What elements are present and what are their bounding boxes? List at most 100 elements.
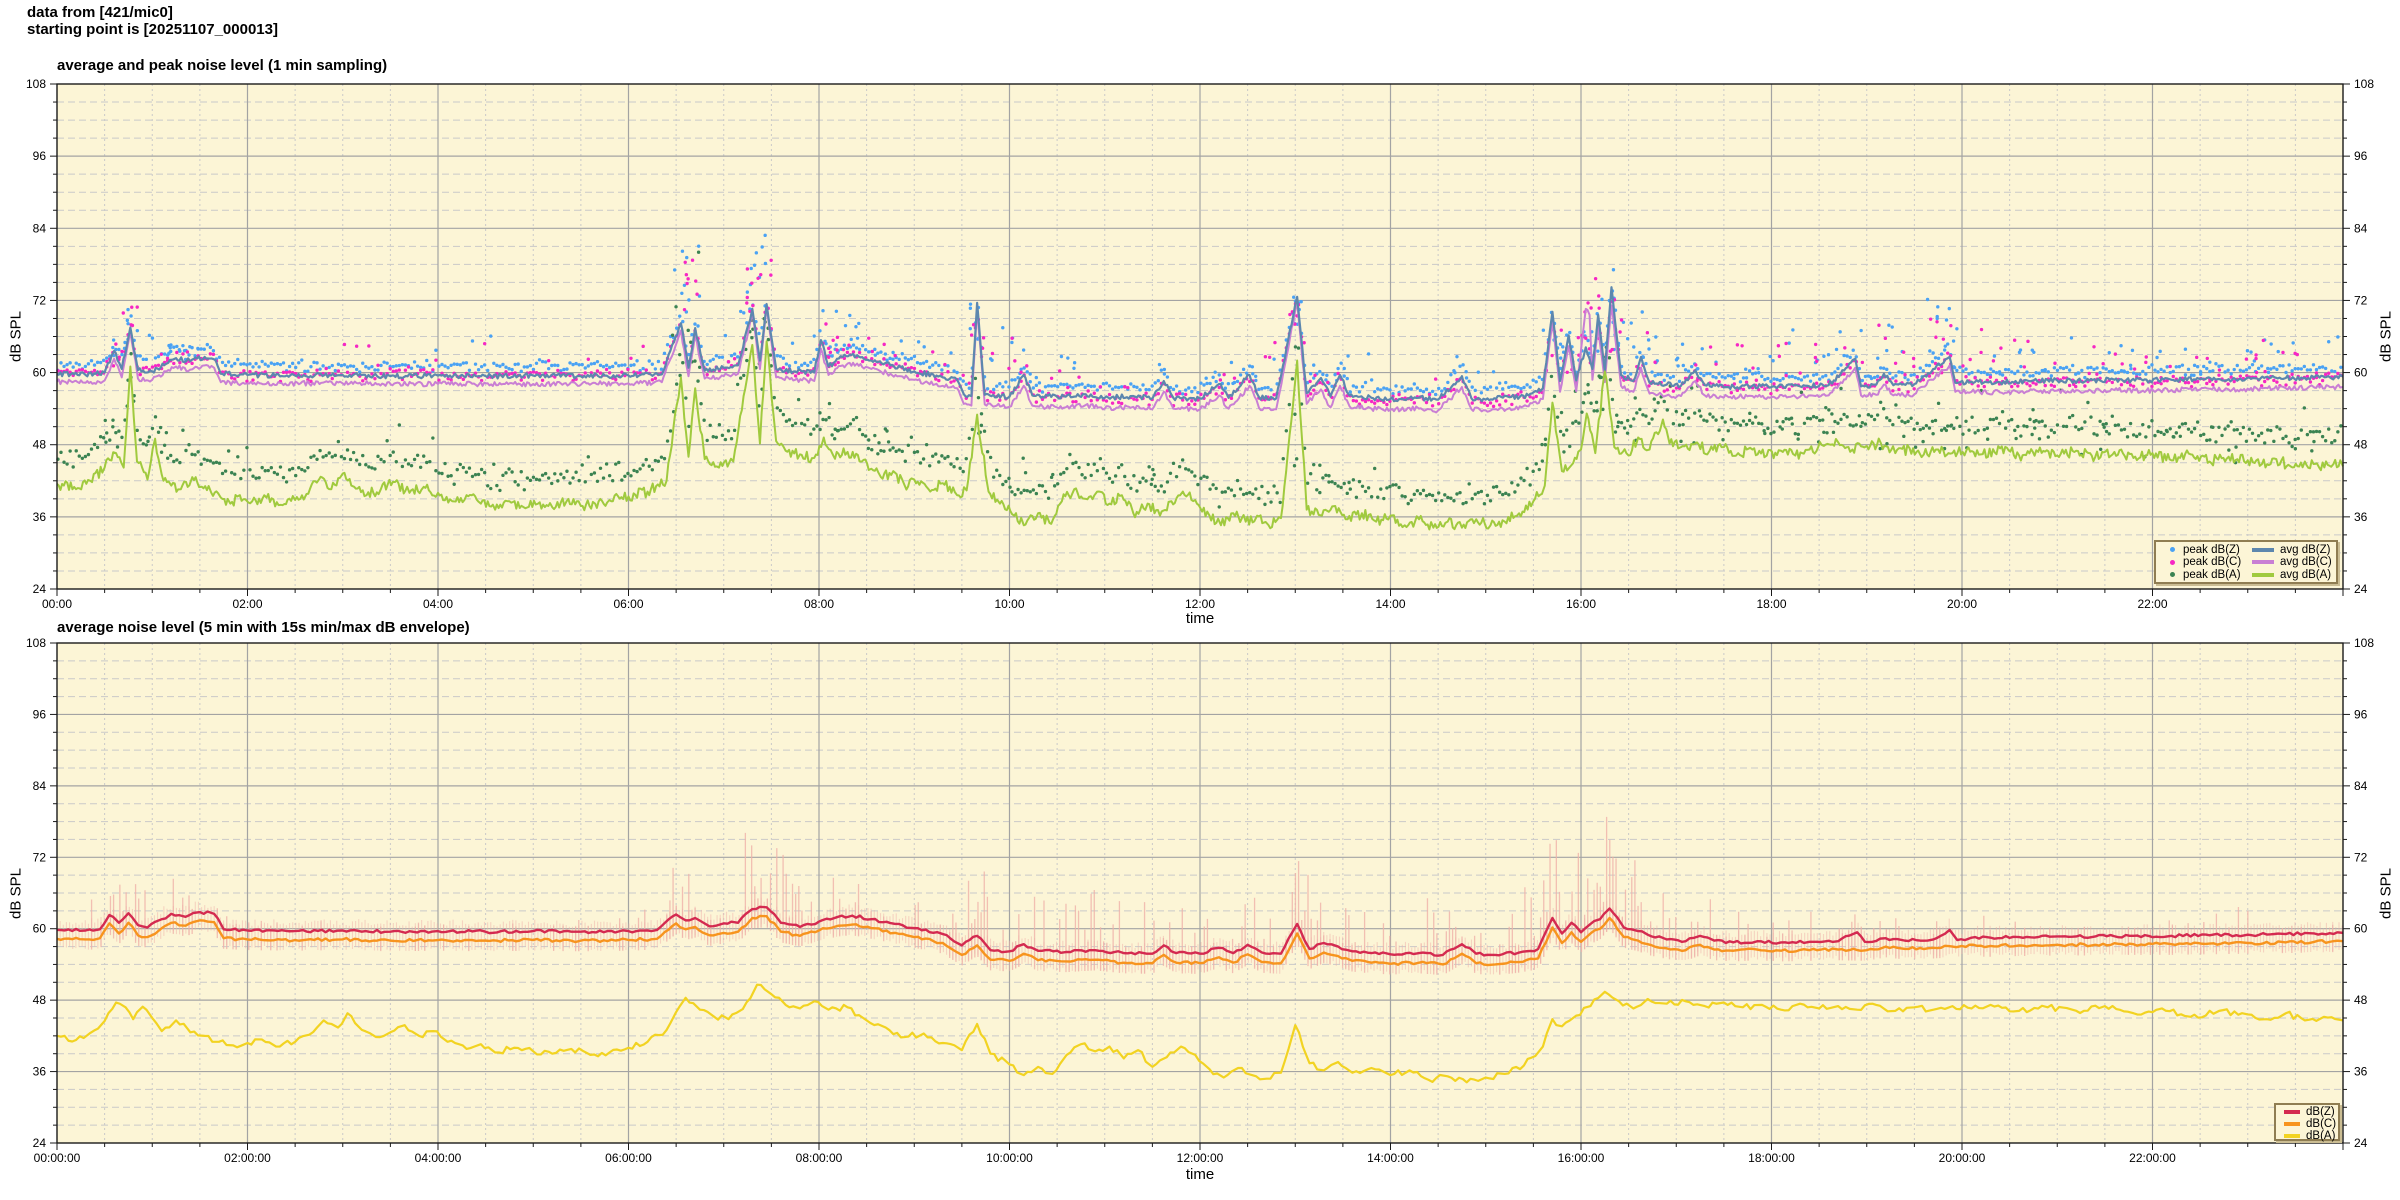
y-tick-label-right: 96: [2354, 707, 2368, 721]
legend-marker-line: [2284, 1110, 2300, 1114]
legend-entry: dB(C): [2280, 1118, 2336, 1130]
y-tick-label-right: 72: [2354, 293, 2368, 307]
legend-row: peak dB(C) avg dB(C): [2160, 556, 2332, 568]
x-tick-label: 08:00: [804, 597, 834, 611]
x-tick-label: 22:00: [2137, 597, 2167, 611]
legend-marker-line: [2284, 1122, 2300, 1126]
series-avg-db-c-: [56, 300, 2344, 414]
legend-row: dB(Z): [2280, 1106, 2335, 1118]
x-tick-label: 16:00: [1566, 597, 1596, 611]
y-tick-label-left: 72: [33, 850, 47, 864]
legend-label: avg dB(C): [2280, 556, 2332, 568]
header-line-1: data from [421/mic0]: [27, 4, 173, 21]
legend-row: dB(C): [2280, 1118, 2336, 1130]
legend-entry: avg dB(A): [2246, 569, 2332, 581]
x-tick-label: 04:00:00: [415, 1151, 462, 1165]
chart1-legend: peak dB(Z) avg dB(Z) peak dB(C) avg dB(C) pe…: [2154, 540, 2338, 584]
y-tick-label-left: 60: [33, 366, 47, 380]
x-tick-label: 12:00:00: [1177, 1151, 1224, 1165]
legend-row: dB(A): [2280, 1130, 2335, 1142]
x-tick-label: 10:00: [994, 597, 1024, 611]
y-tick-label-left: 108: [26, 77, 46, 91]
chart2-xlabel: time: [1185, 1166, 1215, 1183]
legend-label: avg dB(A): [2280, 568, 2332, 581]
y-tick-label-right: 24: [2354, 1136, 2368, 1150]
x-tick-label: 20:00: [1947, 597, 1977, 611]
y-tick-label-left: 96: [33, 149, 47, 163]
grid: [57, 643, 2343, 1143]
chart-1: 00:00 02:00 04:00 06:00 08:00 10:00 12:00 14:00…: [26, 77, 2374, 611]
y-tick-label-right: 84: [2354, 221, 2368, 235]
legend-label: dB(Z): [2306, 1106, 2335, 1118]
legend-entry: dB(A): [2280, 1130, 2335, 1142]
chart2-legend: dB(Z) dB(C) dB(A): [2274, 1103, 2340, 1142]
header-line-2: starting point is [20251107_000013]: [27, 21, 278, 38]
y-tick-label-left: 84: [33, 779, 47, 793]
y-tick-label-right: 108: [2354, 77, 2374, 91]
legend-label: avg dB(Z): [2280, 543, 2331, 556]
y-tick-label-right: 48: [2354, 438, 2368, 452]
x-tick-label: 08:00:00: [796, 1151, 843, 1165]
x-tick-label: 00:00: [42, 597, 72, 611]
legend-entry: dB(Z): [2280, 1106, 2335, 1118]
y-tick-label-right: 36: [2354, 1065, 2368, 1079]
legend-marker-line: [2252, 560, 2274, 564]
x-tick-label: 06:00:00: [605, 1151, 652, 1165]
y-tick-label-right: 60: [2354, 922, 2368, 936]
series-peak-db-a-: [56, 250, 2343, 509]
x-tick-label: 18:00: [1756, 597, 1786, 611]
y-tick-label-left: 24: [33, 582, 47, 596]
legend-entry: avg dB(Z): [2246, 544, 2332, 556]
y-tick-label-right: 72: [2354, 850, 2368, 864]
y-tick-label-left: 24: [33, 1136, 47, 1150]
y-tick-label-right: 48: [2354, 993, 2368, 1007]
y-tick-label-left: 60: [33, 922, 47, 936]
chart2-ylabel-left: dB SPL: [7, 868, 25, 919]
legend-label: peak dB(Z): [2183, 543, 2240, 556]
y-tick-label-left: 48: [33, 993, 47, 1007]
series-db-c-: [56, 914, 2344, 967]
x-tick-label: 14:00:00: [1367, 1151, 1414, 1165]
chart1-title: average and peak noise level (1 min samp…: [57, 57, 388, 74]
y-tick-label-left: 72: [33, 293, 47, 307]
legend-marker-line: [2252, 547, 2274, 552]
y-tick-label-left: 96: [33, 707, 47, 721]
x-tick-label: 16:00:00: [1558, 1151, 1605, 1165]
series-db-a-: [56, 983, 2344, 1084]
x-tick-label: 10:00:00: [986, 1151, 1033, 1165]
y-tick-label-left: 84: [33, 221, 47, 235]
legend-marker-dot: [2170, 572, 2175, 577]
series-avg-db-a-: [56, 340, 2344, 531]
legend-label: dB(C): [2306, 1118, 2337, 1130]
x-tick-label: 00:00:00: [34, 1151, 81, 1165]
series-peak-db-z-: [56, 233, 2343, 397]
x-tick-label: 14:00: [1375, 597, 1405, 611]
x-tick-label: 02:00: [232, 597, 262, 611]
legend-label: peak dB(A): [2183, 568, 2241, 581]
legend-marker-dot: [2170, 547, 2175, 552]
x-tick-label: 18:00:00: [1748, 1151, 1795, 1165]
chart1-xlabel: time: [1185, 610, 1215, 627]
legend-entry: peak dB(Z): [2160, 544, 2246, 556]
y-tick-label-right: 96: [2354, 149, 2368, 163]
chart1-ylabel-right: dB SPL: [2377, 311, 2395, 362]
axis-ticks: [50, 642, 2350, 1150]
legend-marker-line: [2284, 1134, 2300, 1138]
y-tick-label-left: 36: [33, 510, 47, 524]
chart-2: 00:00:00 02:00:00 04:00:00 06:00:00 08:00:00…: [26, 636, 2374, 1165]
legend-marker-dot: [2170, 559, 2175, 565]
x-tick-label: 04:00: [423, 597, 453, 611]
tick-labels: 00:00 02:00 04:00 06:00 08:00 10:00 12:00 14:00…: [26, 77, 2374, 611]
x-tick-label: 12:00: [1185, 597, 1215, 611]
y-tick-label-right: 108: [2354, 636, 2374, 650]
x-tick-label: 22:00:00: [2129, 1151, 2176, 1165]
series-avg-db-z-: [56, 286, 2344, 403]
chart1-ylabel-left: dB SPL: [7, 311, 25, 362]
legend-label: peak dB(C): [2183, 556, 2242, 568]
y-tick-label-left: 48: [33, 438, 47, 452]
legend-entry: peak dB(A): [2160, 569, 2246, 581]
legend-entry: avg dB(C): [2246, 556, 2332, 568]
legend-row: peak dB(A) avg dB(A): [2160, 569, 2332, 581]
